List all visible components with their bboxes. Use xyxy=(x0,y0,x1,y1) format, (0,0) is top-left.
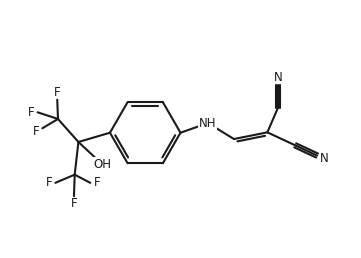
Text: F: F xyxy=(93,176,100,189)
Text: F: F xyxy=(45,176,52,189)
Text: N: N xyxy=(320,152,329,165)
Text: F: F xyxy=(27,106,34,119)
Text: F: F xyxy=(54,86,61,99)
Text: F: F xyxy=(71,197,77,210)
Text: NH: NH xyxy=(199,117,216,130)
Text: F: F xyxy=(32,125,39,139)
Text: OH: OH xyxy=(93,158,112,171)
Text: N: N xyxy=(273,71,282,84)
